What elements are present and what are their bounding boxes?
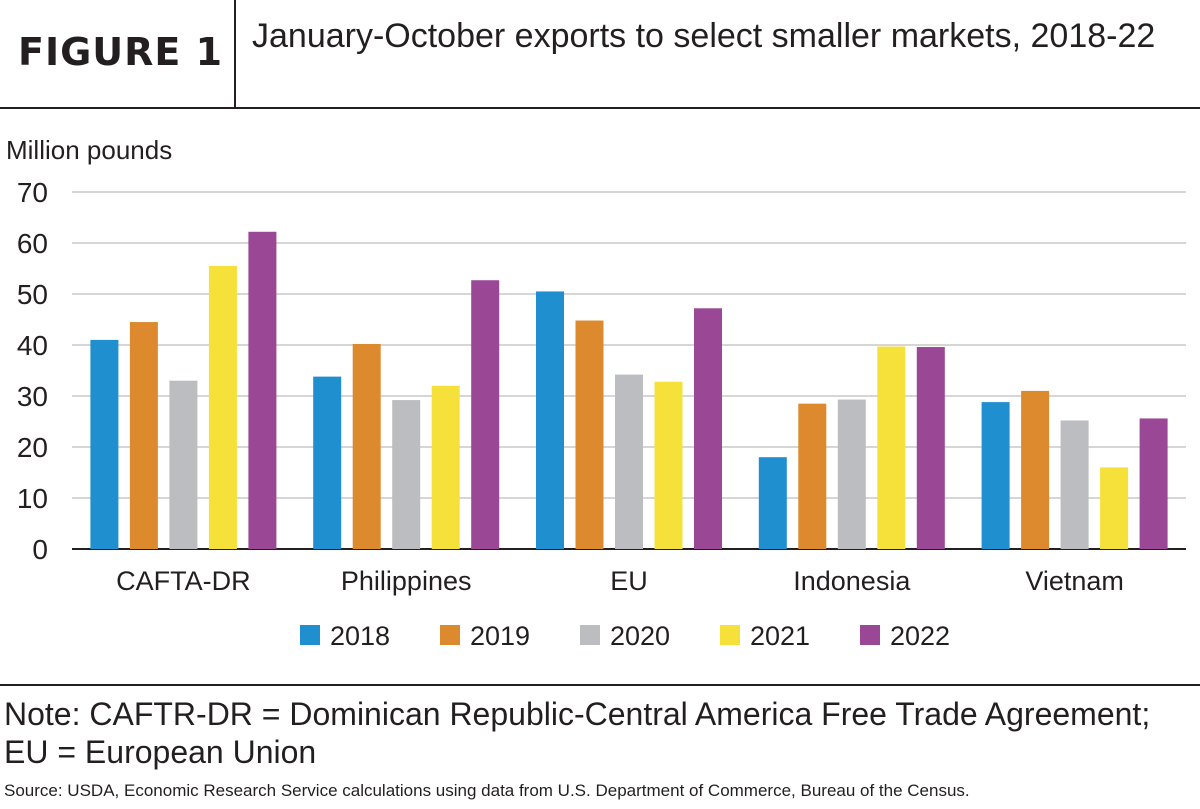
bar-2020-cafta-dr [169,380,198,549]
x-tick-label: Indonesia [793,566,911,596]
figure-header: FIGURE 1 January-October exports to sele… [0,0,1200,109]
chart-title: January-October exports to select smalle… [252,17,1156,55]
bar-2020-indonesia [837,399,866,549]
y-tick-label: 0 [32,534,48,565]
bar-2022-cafta-dr [248,231,277,549]
figure-label: FIGURE 1 [18,30,224,74]
bar-chart: 0 10 20 30 40 50 60 70 CAFTA-DR Philippines EU Indo… [17,177,1186,651]
x-tick-label: CAFTA-DR [116,566,251,596]
bar-2018-cafta-dr [90,339,119,549]
bar-2022-vietnam [1139,418,1168,549]
header-divider [234,0,236,107]
bar-2022-eu [694,308,722,549]
legend-label-2022: 2022 [890,621,950,651]
bar-2021-vietnam [1100,467,1129,549]
legend-swatch-2020 [580,625,600,645]
footer-divider [0,684,1200,686]
y-tick-label: 30 [17,381,48,412]
bar-2022-indonesia [916,347,945,549]
legend-swatch-2022 [860,625,880,645]
bar-2021-eu [654,381,683,549]
legend-label-2020: 2020 [610,621,670,651]
bar-2019-vietnam [1021,390,1050,549]
bar-2020-eu [615,374,643,549]
x-tick-label: Philippines [341,566,472,596]
bar-2018-indonesia [758,457,787,549]
bar-2019-cafta-dr [129,322,158,549]
legend-swatch-2018 [300,625,320,645]
bar-2018-vietnam [981,402,1010,549]
bar-2022-philippines [471,280,500,549]
legend-label-2018: 2018 [330,621,390,651]
y-tick-label: 10 [17,483,48,514]
legend-label-2019: 2019 [470,621,530,651]
bar-2021-indonesia [877,346,906,549]
y-axis-label: Million pounds [6,135,173,165]
bar-2020-vietnam [1060,420,1089,549]
bar-2021-cafta-dr [208,265,237,549]
y-tick-label: 40 [17,330,48,361]
bar-2019-indonesia [798,403,827,549]
bar-2020-philippines [392,400,421,549]
y-tick-label: 20 [17,432,48,463]
x-tick-label: Vietnam [1025,566,1124,596]
bar-2018-eu [536,291,564,549]
x-tick-label: EU [610,566,648,596]
bar-2018-philippines [313,376,342,549]
y-tick-label: 70 [17,177,48,208]
y-tick-label: 60 [17,228,48,259]
chart-note: Note: CAFTR-DR = Dominican Republic-Cent… [4,696,1151,770]
legend-swatch-2019 [440,625,460,645]
chart-source: Source: USDA, Economic Research Service … [4,781,970,800]
bar-2021-philippines [431,385,460,549]
legend-label-2021: 2021 [750,621,810,651]
y-tick-label: 50 [17,279,48,310]
bar-2019-eu [575,320,604,549]
bar-2019-philippines [352,343,381,549]
legend-swatch-2021 [720,625,740,645]
